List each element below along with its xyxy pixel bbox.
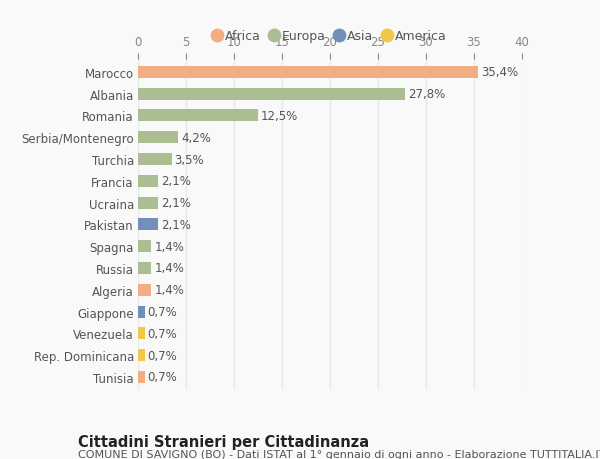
Text: 1,4%: 1,4% <box>154 240 184 253</box>
Bar <box>138 219 158 231</box>
Text: 35,4%: 35,4% <box>481 66 518 79</box>
Text: 0,7%: 0,7% <box>148 327 178 340</box>
Bar <box>138 371 145 383</box>
Bar <box>138 67 478 78</box>
Text: 4,2%: 4,2% <box>181 131 211 145</box>
Bar <box>138 89 405 101</box>
Bar <box>138 132 178 144</box>
Bar <box>138 284 151 296</box>
Bar <box>138 154 172 166</box>
Text: 3,5%: 3,5% <box>175 153 204 166</box>
Text: 2,1%: 2,1% <box>161 218 191 231</box>
Text: 0,7%: 0,7% <box>148 370 178 384</box>
Legend: Africa, Europa, Asia, America: Africa, Europa, Asia, America <box>211 28 449 46</box>
Text: 12,5%: 12,5% <box>261 110 298 123</box>
Text: 2,1%: 2,1% <box>161 175 191 188</box>
Text: 2,1%: 2,1% <box>161 197 191 210</box>
Text: 0,7%: 0,7% <box>148 349 178 362</box>
Text: 1,4%: 1,4% <box>154 284 184 297</box>
Bar <box>138 263 151 274</box>
Text: 27,8%: 27,8% <box>408 88 445 101</box>
Bar <box>138 175 158 187</box>
Bar <box>138 197 158 209</box>
Text: Cittadini Stranieri per Cittadinanza: Cittadini Stranieri per Cittadinanza <box>78 434 369 449</box>
Text: 0,7%: 0,7% <box>148 305 178 319</box>
Bar <box>138 110 258 122</box>
Bar <box>138 328 145 340</box>
Bar <box>138 349 145 361</box>
Bar <box>138 241 151 252</box>
Text: COMUNE DI SAVIGNO (BO) - Dati ISTAT al 1° gennaio di ogni anno - Elaborazione TU: COMUNE DI SAVIGNO (BO) - Dati ISTAT al 1… <box>78 449 600 459</box>
Text: 1,4%: 1,4% <box>154 262 184 275</box>
Bar <box>138 306 145 318</box>
